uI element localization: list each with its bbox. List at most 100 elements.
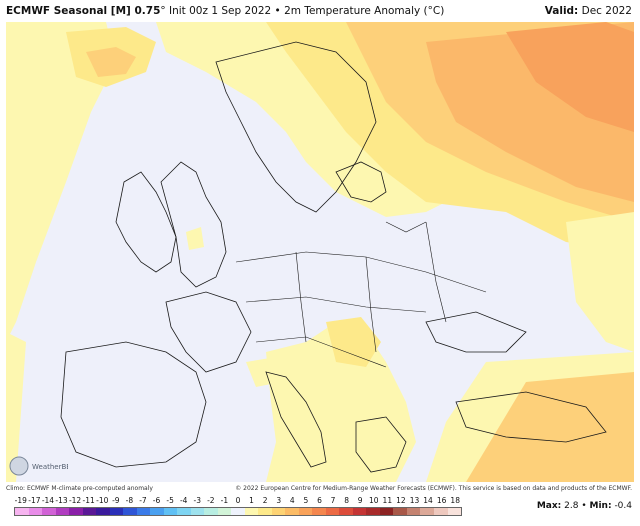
legend-tick-label: 18: [450, 496, 460, 505]
legend-color-swatch: [258, 508, 272, 515]
legend-tick-label: -10: [96, 496, 109, 505]
legend-tick-label: 1: [249, 496, 254, 505]
baltic-outline: [335, 161, 387, 203]
atlantic-west-anomaly: [6, 22, 116, 342]
border-baltic-states: [385, 221, 427, 233]
legend-colorbar: [14, 507, 462, 516]
legend-tick-label: -17: [28, 496, 41, 505]
border-south: [255, 336, 387, 368]
map-canvas: [6, 22, 634, 482]
logo-text: WeatherBELL: [32, 463, 68, 471]
legend-color-swatch: [312, 508, 326, 515]
climo-note: Climo: ECMWF M-climate pre-computed anom…: [6, 485, 153, 492]
legend-color-swatch: [177, 508, 191, 515]
legend-color-swatch: [15, 508, 29, 515]
legend-color-swatch: [406, 508, 421, 515]
legend-color-swatch: [325, 508, 340, 515]
max-value: 2.8: [564, 501, 579, 511]
legend-color-swatch: [366, 508, 380, 515]
legend-tick-label: -8: [125, 496, 134, 505]
legend-color-swatch: [136, 508, 151, 515]
min-label: Min:: [589, 501, 612, 511]
min-value: -0.4: [614, 501, 632, 511]
legend-color-swatch: [244, 508, 259, 515]
balkans-anomaly: [266, 322, 416, 482]
legend-color-swatch: [298, 508, 313, 515]
legend-tick-label: -2: [207, 496, 215, 505]
legend-color-swatch: [82, 508, 97, 515]
legend-tick-label: 6: [317, 496, 322, 505]
legend-tick-label: -7: [139, 496, 147, 505]
legend-color-swatch: [217, 508, 232, 515]
legend-color-swatch: [433, 508, 448, 515]
valid-value: Dec 2022: [581, 5, 632, 17]
legend-tick-label: 9: [357, 496, 363, 505]
legend-tick-label: -6: [152, 496, 161, 505]
map-title: ECMWF Seasonal [M] 0.75° Init 00z 1 Sep …: [6, 5, 444, 17]
legend-color-swatch: [339, 508, 353, 515]
copyright-note: © 2022 European Centre for Medium-Range …: [235, 485, 632, 492]
map-header: ECMWF Seasonal [M] 0.75° Init 00z 1 Sep …: [0, 0, 640, 22]
black-sea-outline: [425, 311, 527, 353]
legend-color-swatch: [231, 508, 245, 515]
legend-tick-label: -13: [55, 496, 68, 505]
russia-deep-orange: [506, 22, 634, 132]
legend-color-swatch: [69, 508, 83, 515]
valid-label: Valid:: [544, 5, 579, 17]
weatherbell-logo: WeatherBELL: [9, 456, 68, 476]
border-poland-ukraine: [365, 256, 377, 353]
legend-color-swatch: [28, 508, 43, 515]
coastlines: [60, 41, 607, 473]
legend-tick-label: -4: [179, 496, 188, 505]
legend-color-swatch: [163, 508, 178, 515]
france-outline: [165, 291, 252, 373]
legend-color-swatch: [352, 508, 367, 515]
legend-color-swatch: [393, 508, 407, 515]
legend-tick-label: 11: [382, 496, 393, 505]
legend-color-swatch: [204, 508, 218, 515]
legend-tick-label: 14: [423, 496, 433, 505]
legend-tick-label: 5: [303, 496, 309, 505]
legend-tick-label: 13: [409, 496, 420, 505]
legend-color-swatch: [420, 508, 434, 515]
iberia-outline: [60, 341, 207, 468]
anomaly-map: [6, 22, 634, 482]
country-borders: [235, 221, 487, 368]
scandinavia-outline: [215, 41, 377, 213]
alps-patch: [246, 357, 281, 387]
legend-tick-label: 2: [262, 496, 268, 505]
title-detail: ° Init 00z 1 Sep 2022 • 2m Temperature A…: [160, 5, 445, 17]
italy-outline: [265, 371, 327, 468]
legend-color-swatch: [55, 508, 70, 515]
legend-ticks: -19 -17 -14 -13 -12 -11 -10 -9 -8 -7 -6 -5 -4 -3 -2 -1 0…: [14, 496, 462, 506]
greece-outline: [355, 416, 407, 473]
border-central: [245, 296, 427, 313]
legend-color-swatch: [190, 508, 205, 515]
legend-tick-label: -19: [14, 496, 27, 505]
legend-color-swatch: [447, 508, 462, 515]
legend-tick-label: -9: [112, 496, 120, 505]
atlantic-sw-anomaly: [6, 332, 26, 482]
legend-tick-label: -5: [166, 496, 174, 505]
legend-tick-label: 7: [330, 496, 336, 505]
valid-date: Valid: Dec 2022: [545, 5, 632, 17]
model-name: ECMWF Seasonal [M] 0.75: [6, 5, 161, 17]
north-sea-patch: [186, 227, 204, 250]
legend-tick-label: -1: [220, 496, 229, 505]
ireland-uk-outline: [115, 171, 177, 273]
legend-tick-label: 8: [344, 496, 349, 505]
legend-color-swatch: [42, 508, 56, 515]
east-light-anomaly: [566, 212, 634, 352]
legend-tick-label: 4: [289, 496, 295, 505]
border-germany-poland: [295, 251, 307, 343]
legend-tick-label: 16: [436, 496, 447, 505]
legend-color-swatch: [285, 508, 299, 515]
legend-tick-label: -14: [41, 496, 55, 505]
legend-color-swatch: [150, 508, 164, 515]
turkey-outline: [455, 391, 607, 443]
legend-color-swatch: [271, 508, 286, 515]
turkey-orange-anomaly: [466, 372, 634, 482]
legend-tick-label: -3: [193, 496, 202, 505]
max-label: Max:: [536, 501, 562, 511]
legend-tick-label: 12: [396, 496, 406, 505]
